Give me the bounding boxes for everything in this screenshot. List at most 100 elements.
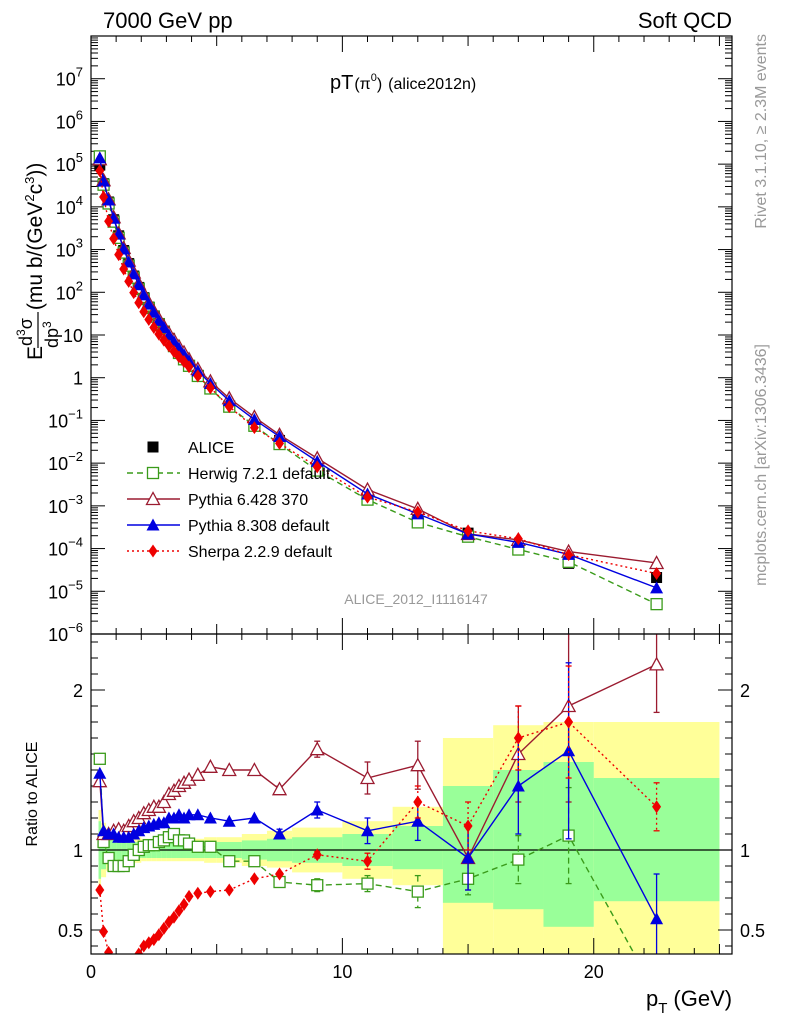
ratio-point-sherpa [193, 886, 203, 900]
legend-item-pythia8: Pythia 8.308 default [127, 518, 330, 535]
ratio-point-pythia8 [127, 827, 141, 840]
upper-point-pythia8 [157, 320, 171, 333]
ratio-point-herwig [361, 877, 374, 890]
legend: ALICE Herwig 7.2.1 default Pythia 6.428 37… [127, 440, 333, 561]
x-tick-label: 20 [584, 962, 604, 982]
upper-point-sherpa [144, 313, 154, 327]
upper-axis-ticks: 10−6 10−5 10−4 10−3 10−2 10−1 1 10 102 103 104 105 1… [48, 36, 732, 645]
upper-point-pythia8 [132, 278, 146, 291]
upper-point-sherpa [124, 274, 134, 288]
legend-label: ALICE [188, 440, 234, 457]
ratio-point-sherpa [179, 897, 189, 911]
ratio-point-pythia8 [177, 811, 191, 824]
lower-series-group [92, 634, 665, 954]
upper-point-sherpa [564, 548, 574, 562]
upper-point-sherpa [95, 164, 105, 178]
legend-item-herwig: Herwig 7.2.1 default [127, 466, 331, 483]
upper-point-pythia8 [122, 255, 136, 268]
upper-series-sherpa [95, 164, 662, 581]
upper-point-pythia8 [152, 313, 166, 326]
ratio-point-sherpa [463, 819, 473, 833]
lower-panel-frame [90, 633, 733, 955]
upper-y-tick-label: 107 [56, 65, 83, 90]
upper-y-tick-label: 105 [56, 150, 83, 175]
upper-point-sherpa [99, 190, 109, 204]
upper-y-tick-label: 10−6 [48, 620, 83, 645]
rivet-version-label: Rivet 3.1.10, ≥ 2.3M events [753, 34, 770, 229]
ratio-point-sherpa [564, 715, 574, 729]
ratio-point-pythia8 [361, 824, 375, 837]
upper-series-alice [94, 159, 663, 584]
legend-marker-herwig [146, 466, 160, 480]
upper-point-sherpa [134, 296, 144, 310]
ratio-point-pythia8 [511, 779, 525, 792]
ratio-point-pythia6 [648, 656, 665, 671]
ratio-point-sherpa [174, 904, 184, 918]
ratio-y-tick-label-left: 2 [73, 681, 83, 701]
header-category-label: Soft QCD [638, 8, 732, 33]
legend-label: Sherpa 2.2.9 default [188, 544, 333, 561]
ratio-point-herwig [93, 752, 106, 765]
ratio-point-sherpa [249, 872, 259, 886]
upper-point-sherpa [139, 305, 149, 319]
ratio-point-sherpa [134, 947, 144, 954]
ratio-point-pythia8 [650, 912, 664, 925]
ratio-point-pythia8 [461, 851, 475, 864]
upper-point-pythia8 [127, 267, 141, 280]
upper-point-sherpa [119, 262, 129, 276]
analysis-watermark: ALICE_2012_I1116147 [344, 591, 488, 607]
ratio-point-pythia6 [410, 757, 426, 772]
ratio-point-herwig [512, 853, 525, 866]
upper-point-sherpa [205, 381, 215, 395]
ratio-y-tick-label-right: 1 [740, 841, 750, 861]
ratio-point-pythia6 [309, 741, 325, 756]
ratio-point-sherpa [104, 945, 114, 954]
ratio-point-pythia8 [247, 811, 261, 824]
ratio-point-sherpa [652, 800, 662, 814]
upper-point-sherpa [413, 505, 423, 519]
ratio-point-pythia8 [222, 814, 236, 827]
upper-point-sherpa [149, 320, 159, 334]
ratio-point-pythia8 [203, 811, 217, 824]
ratio-point-pythia6 [190, 766, 206, 781]
upper-y-tick-label: 10−3 [48, 492, 83, 517]
ratio-point-herwig [223, 855, 236, 868]
upper-point-sherpa [109, 232, 119, 246]
ratio-point-sherpa [184, 889, 194, 903]
upper-y-tick-label: 102 [56, 278, 83, 303]
ratio-point-pythia8 [93, 766, 107, 779]
ratio-point-sherpa [513, 731, 523, 745]
ratio-point-pythia8 [562, 744, 576, 757]
ratio-point-sherpa [95, 883, 105, 897]
svg-text:dp3: dp3 [40, 321, 62, 348]
legend-item-sherpa: Sherpa 2.2.9 default [127, 544, 333, 561]
upper-point-sherpa [154, 327, 164, 341]
upper-point-sherpa [363, 490, 373, 504]
header-energy-label: 7000 GeV pp [103, 8, 233, 33]
legend-marker-pythia8 [146, 518, 160, 531]
ratio-point-pythia8 [182, 808, 196, 821]
legend-label: Pythia 8.308 default [188, 518, 330, 535]
svg-text:Ed3σ(mu b/(GeV2c3)): Ed3σ(mu b/(GeV2c3)) [14, 163, 47, 360]
upper-point-pythia8 [247, 413, 261, 426]
upper-y-tick-label: 10 [63, 326, 83, 346]
upper-point-pythia8 [93, 151, 107, 164]
upper-point-sherpa [312, 460, 322, 474]
upper-point-pythia8 [147, 305, 161, 318]
upper-point-pythia8 [142, 297, 156, 310]
upper-line-herwig [99, 156, 657, 605]
upper-point-sherpa [249, 421, 259, 435]
upper-y-tick-label: 104 [56, 193, 83, 218]
ratio-point-sherpa [413, 795, 423, 809]
upper-line-pythia8 [99, 157, 657, 589]
upper-y-tick-label: 10−1 [48, 406, 83, 431]
ratio-point-sherpa [99, 925, 109, 939]
legend-marker-sherpa [148, 544, 158, 558]
upper-line-sherpa [99, 170, 657, 575]
upper-point-sherpa [193, 369, 203, 383]
upper-y-tick-label: 10−2 [48, 449, 83, 474]
ratio-point-pythia8 [167, 811, 181, 824]
ratio-point-pythia6 [359, 770, 376, 785]
ratio-y-tick-label-right: 2 [740, 681, 750, 701]
